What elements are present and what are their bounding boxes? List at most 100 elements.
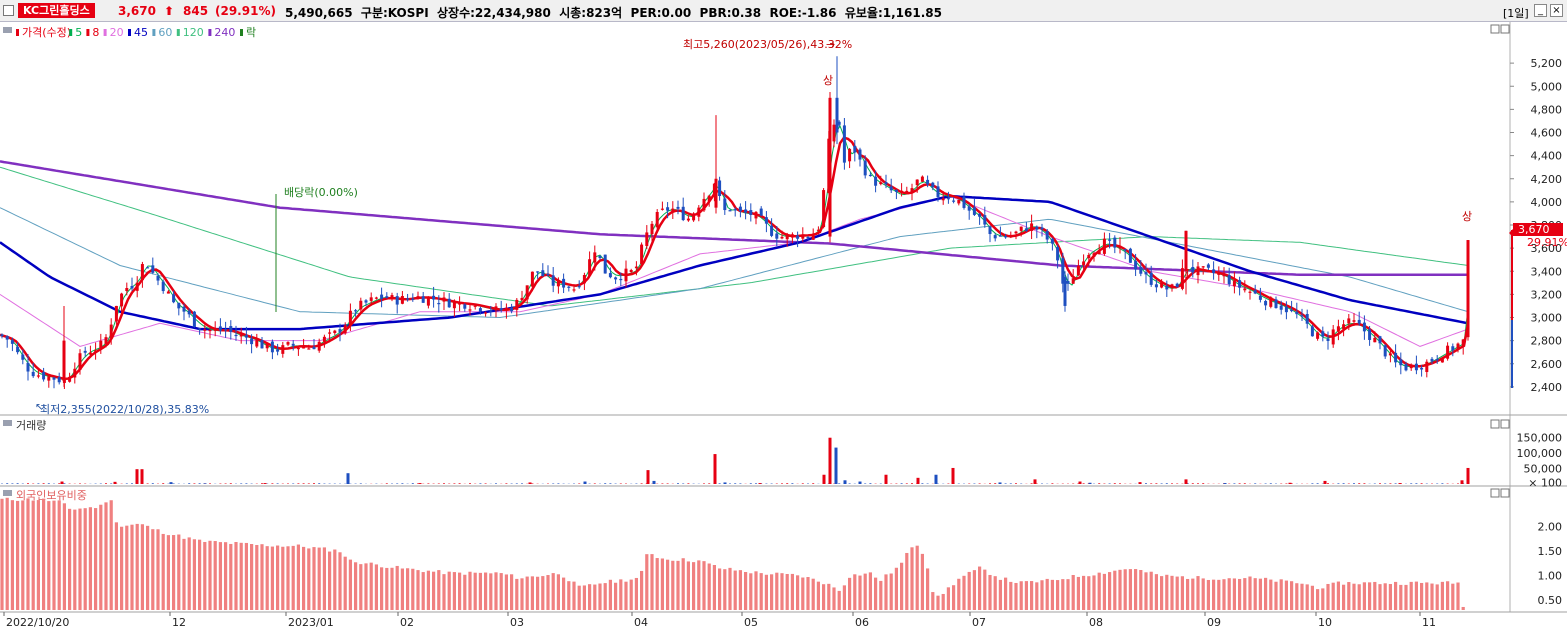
- minimize-icon[interactable]: _: [1534, 4, 1547, 17]
- foreign-ownership-bar: [338, 552, 342, 610]
- volume-bar: [16, 483, 19, 484]
- foreign-ownership-bar: [530, 576, 534, 610]
- candle-body: [1461, 339, 1465, 347]
- foreign-ownership-bar: [16, 500, 20, 610]
- foreign-ownership-bar: [1050, 579, 1054, 610]
- foreign-ownership-bar: [1394, 581, 1398, 610]
- candle-body: [328, 332, 332, 334]
- candle-body: [1186, 269, 1190, 271]
- stock-name[interactable]: KC그린홀딩스: [18, 3, 95, 18]
- foreign-ownership-bar: [130, 524, 134, 610]
- foreign-ownership-bar: [983, 569, 987, 610]
- candle-body: [1399, 359, 1403, 366]
- foreign-ownership-bar: [702, 561, 706, 610]
- foreign-ownership-bar: [915, 545, 919, 610]
- volume-tick-label-0: 150,000: [1517, 432, 1563, 445]
- legend-item-1: 5: [75, 26, 82, 39]
- volume-bar: [1398, 483, 1402, 484]
- foreign-ownership-bar: [62, 503, 66, 610]
- foreign-ownership-bar: [109, 500, 113, 610]
- foreign-ownership-bar: [910, 547, 914, 610]
- foreign-ownership-bar: [733, 570, 737, 610]
- foreign-ownership-bar: [582, 585, 586, 610]
- volume-bar: [978, 483, 981, 484]
- foreign-ownership-bar: [1170, 575, 1174, 610]
- candle-body: [936, 186, 940, 198]
- foreign-ownership-bar: [1420, 582, 1424, 610]
- candle-body: [1139, 266, 1143, 274]
- volume-bar: [1379, 483, 1381, 484]
- candle-body: [868, 174, 872, 177]
- foreign-ownership-bar: [957, 578, 961, 610]
- candle-body: [26, 362, 30, 372]
- foreign-ownership-bar: [1461, 606, 1465, 610]
- foreign-ownership-bar: [718, 568, 722, 610]
- foreign-ownership-bar: [796, 575, 800, 610]
- candle-body: [655, 211, 659, 228]
- candle-body: [161, 281, 165, 292]
- candle-body: [718, 180, 722, 197]
- candle-body: [1357, 319, 1361, 324]
- close-icon[interactable]: ×: [1550, 4, 1563, 17]
- candle-body: [1024, 228, 1028, 231]
- volume-bar: [495, 483, 497, 484]
- x-tick-label-6: 05: [744, 616, 758, 629]
- window-checkbox[interactable]: [3, 5, 14, 16]
- foreign-ownership-bar: [26, 498, 30, 610]
- candle-body: [1409, 364, 1413, 369]
- volume-bar: [1466, 467, 1470, 484]
- foreign-ownership-bar: [83, 508, 87, 610]
- price-panel-menu-icon[interactable]: [3, 27, 12, 33]
- volume-panel-menu-icon[interactable]: [3, 420, 12, 426]
- foreign-ownership-bar: [239, 542, 243, 610]
- foreign-ownership-bar: [1232, 578, 1236, 610]
- volume-bar: [411, 483, 414, 484]
- price-panel-buttons[interactable]: [1490, 24, 1510, 498]
- candle-body: [135, 282, 139, 291]
- foreign-ownership-bar: [161, 533, 165, 610]
- candle-body: [1248, 291, 1252, 293]
- candle-body: [1446, 345, 1450, 359]
- period-selector[interactable]: [1일]: [1503, 7, 1529, 20]
- foreign-ownership-bar: [172, 535, 176, 610]
- candle-body: [614, 277, 618, 280]
- candle-body: [1066, 281, 1070, 284]
- foreign-ownership-bar: [1368, 582, 1372, 610]
- candle-body: [224, 329, 228, 331]
- stock-chart[interactable]: 가격(수정) 5 8 20 45 60 120 240 락 5,200 5,000 4,800 4,6…: [0, 22, 1567, 630]
- volume-bar: [1009, 483, 1012, 484]
- foreign-ownership-bar: [536, 576, 540, 610]
- candle-body: [714, 178, 718, 208]
- foreign-ownership-bar: [1321, 588, 1325, 610]
- legend-swatch-5: [152, 29, 156, 36]
- foreign-ownership-bar: [993, 576, 997, 610]
- candle-body: [926, 179, 930, 185]
- foreign-ownership-bar: [1056, 580, 1060, 610]
- volume-bar: [951, 467, 955, 484]
- foreign-ownership-bar: [1066, 579, 1070, 610]
- candle-body: [770, 225, 774, 236]
- legend-swatch-1: [69, 29, 73, 36]
- candle-body: [31, 371, 35, 377]
- candle-body: [5, 336, 9, 340]
- legend-item-5: 60: [158, 26, 172, 39]
- candle-body: [676, 206, 680, 209]
- foreign-ownership-bar: [744, 571, 748, 610]
- candle-body: [1310, 326, 1314, 337]
- candle-body: [1097, 250, 1101, 255]
- volume-bar: [385, 483, 388, 484]
- volume-bar: [453, 483, 456, 484]
- candle-body: [806, 236, 810, 239]
- candle-body: [426, 296, 430, 306]
- candle-body: [1045, 231, 1049, 240]
- foreign-ownership-bar: [1186, 578, 1190, 610]
- foreign-ownership-bar: [551, 573, 555, 610]
- foreign-ownership-bar: [1290, 581, 1294, 610]
- candle-body: [972, 207, 976, 215]
- foreign-ownership-bar: [1061, 579, 1065, 610]
- foreign-panel-menu-icon[interactable]: [3, 490, 12, 496]
- volume-bar: [146, 483, 149, 484]
- candle-body: [1123, 249, 1127, 251]
- legend-item-2: 8: [92, 26, 99, 39]
- volume-bar: [652, 480, 656, 484]
